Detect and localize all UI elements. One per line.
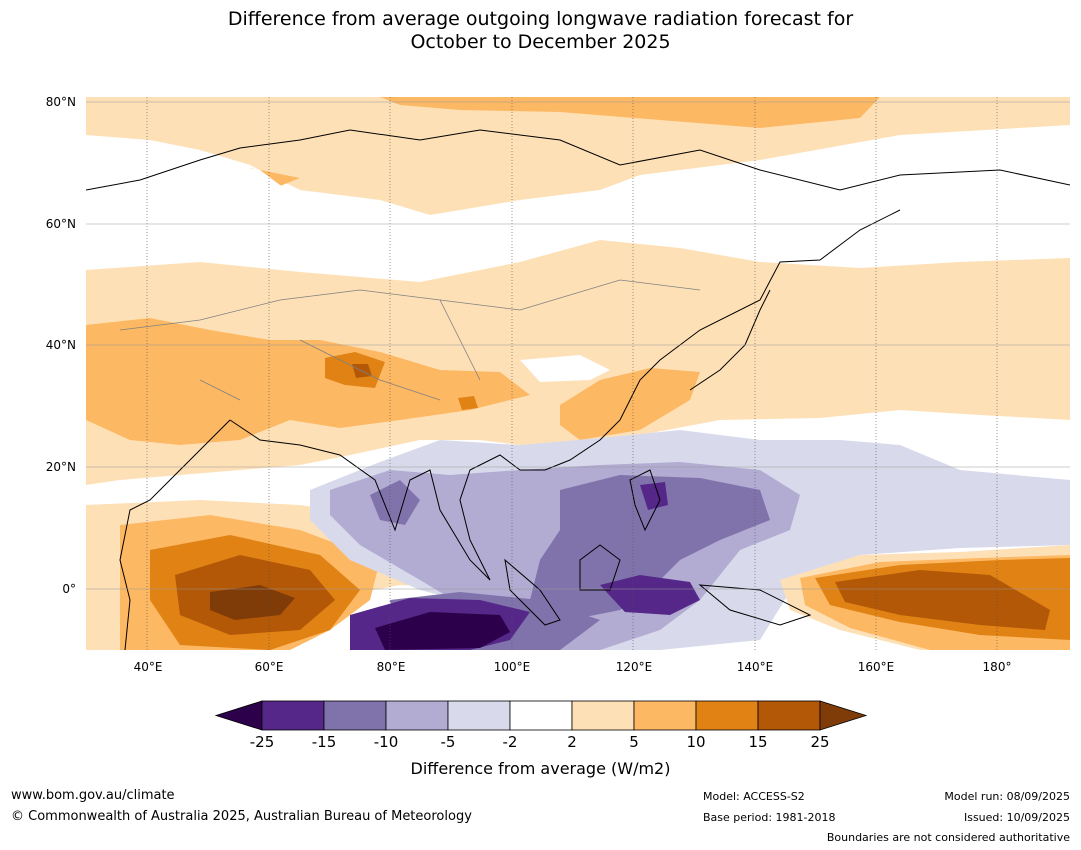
lon-tick-160e: 160°E [857, 660, 895, 674]
colorbar-tick-minus5: -5 [440, 733, 456, 751]
colorbar-swatch-7 [633, 700, 697, 731]
footer-base-period: Base period: 1981-2018 [703, 811, 836, 824]
lat-tick-80n: 80°N [45, 95, 76, 109]
anomaly-region-maritime-deep-purple [600, 575, 700, 615]
footer-disclaimer: Boundaries are not considered authoritat… [826, 831, 1070, 844]
white-patch-central-asia [86, 150, 560, 270]
colorbar-tick-25: 25 [810, 733, 830, 751]
anomaly-region-north-light-orange [86, 97, 1070, 215]
colorbar-swatches [214, 700, 868, 731]
anomaly-region-tropics-mid-purple-west [370, 480, 420, 525]
colorbar-tick-minus15: -15 [311, 733, 337, 751]
anomaly-region-tropics-mid-purple [530, 475, 770, 620]
colorbar-swatch-9 [757, 700, 821, 731]
coastline-borneo [579, 544, 621, 591]
country-borders [119, 279, 701, 401]
coastline-east-asia [229, 209, 901, 581]
title-line-2: October to December 2025 [410, 31, 671, 53]
colorbar-tick-minus25: -25 [249, 733, 275, 751]
anomaly-region-north-orange-patch [380, 97, 880, 128]
anomaly-region-indian-ocean-dark-brown [210, 585, 295, 620]
lon-tick-120e: 120°E [615, 660, 653, 674]
olr-anomaly-map [86, 97, 1070, 650]
lon-tick-60e: 60°E [254, 660, 284, 674]
footer-model-run: Model run: 08/09/2025 [944, 790, 1070, 803]
footer-website: www.bom.gov.au/climate [11, 788, 175, 803]
colorbar-tick-15: 15 [748, 733, 768, 751]
lat-tick-20n: 20°N [45, 460, 76, 474]
lon-tick-180: 180° [982, 660, 1012, 674]
footer-issued: Issued: 10/09/2025 [963, 811, 1070, 824]
coastline-arabia-africa [119, 419, 231, 650]
title-line-1: Difference from average outgoing longwav… [227, 8, 854, 30]
colorbar-swatch-3 [385, 700, 449, 731]
white-patch-siberia [600, 170, 1070, 250]
colorbar-tick-2: 2 [567, 733, 577, 751]
anomaly-region-philippines-deep-purple [640, 482, 668, 510]
lat-grid [86, 101, 1070, 590]
lat-tick-equator: 0° [62, 582, 76, 596]
footer-model: Model: ACCESS-S2 [703, 790, 805, 803]
footer-copyright: © Commonwealth of Australia 2025, Austra… [11, 809, 472, 824]
anomaly-region-sumatra-darkest-purple [375, 612, 510, 650]
lon-tick-140e: 140°E [736, 660, 774, 674]
lat-tick-60n: 60°N [45, 217, 76, 231]
anomaly-region-east-china-orange [560, 368, 700, 440]
border-lines [119, 279, 701, 401]
colorbar-swatch-1 [261, 700, 325, 731]
colorbar-swatch-5 [509, 700, 573, 731]
colorbar-tick-minus10: -10 [373, 733, 399, 751]
colorbar-tick-minus2: -2 [502, 733, 518, 751]
grid [146, 97, 998, 650]
white-patch-east-asia [520, 355, 610, 382]
colorbar-swatch-2 [323, 700, 387, 731]
colorbar-tick-10: 10 [686, 733, 706, 751]
coastline-sumatra [504, 558, 561, 626]
anomaly-region-tibet-orange-dot [458, 396, 478, 410]
colorbar-swatch-6 [571, 700, 635, 731]
colorbar-swatch-8 [695, 700, 759, 731]
coastline-eurasia-north [86, 129, 1070, 191]
colorbar-extension-low [214, 700, 263, 731]
anomaly-region-pacific-brown [835, 570, 1050, 630]
lat-tick-40n: 40°N [45, 338, 76, 352]
coastline-philippines [629, 469, 661, 532]
map-plot-area [86, 97, 1070, 650]
colorbar-extension-high [819, 700, 868, 731]
colorbar-tick-5: 5 [629, 733, 639, 751]
lon-tick-80e: 80°E [376, 660, 406, 674]
lon-tick-40e: 40°E [133, 660, 163, 674]
anomaly-region-mideast-orange [86, 318, 530, 445]
lon-tick-100e: 100°E [493, 660, 531, 674]
chart-title: Difference from average outgoing longwav… [0, 8, 1081, 54]
colorbar-swatch-4 [447, 700, 511, 731]
colorbar-label: Difference from average (W/m2) [410, 759, 671, 778]
